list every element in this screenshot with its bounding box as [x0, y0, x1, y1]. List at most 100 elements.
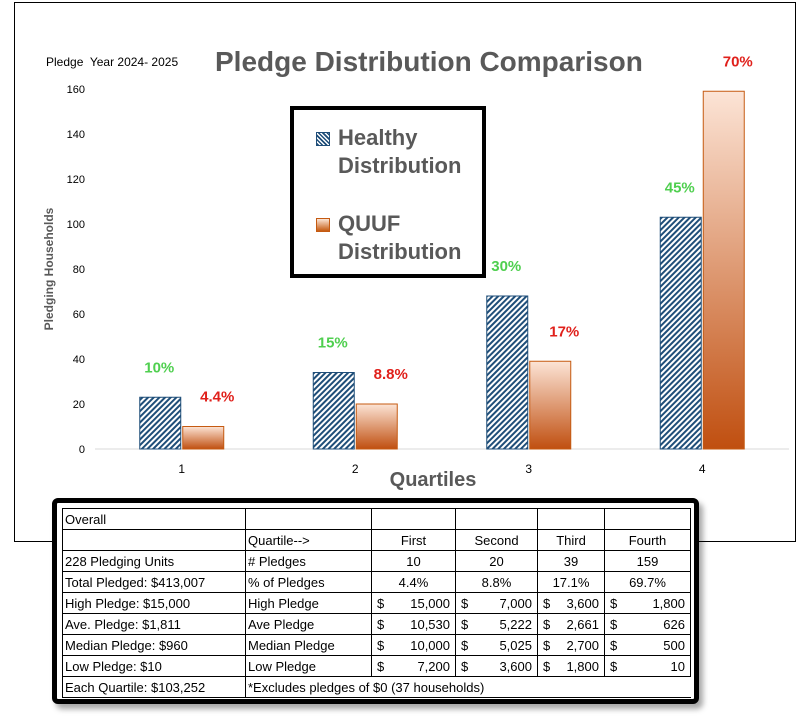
y-tick-label-4: 80	[73, 264, 85, 276]
header-cell-5	[604, 508, 691, 530]
metric-label-cell: High Pledge	[245, 592, 372, 614]
legend-label-quuf: QUUF Distribution	[338, 211, 462, 264]
chart-frame: 0 20 40 60 80 100 120 140 160 Pledging Households…	[14, 2, 796, 542]
currency-symbol: $	[377, 595, 385, 611]
money-cell-3: $1,800	[604, 592, 691, 614]
quartile-header-cell-4: Third	[537, 529, 605, 551]
quartile-header-cell-0	[62, 529, 246, 551]
value-cell-1: 20	[455, 550, 538, 572]
legend-item-quuf: QUUF Distribution	[316, 210, 478, 266]
table-footer-row: Each Quartile: $103,252 *Excludes pledges…	[62, 676, 691, 698]
money-value: 3,600	[499, 658, 532, 674]
header-cell-1	[245, 508, 372, 530]
money-cell-3: $626	[604, 613, 691, 635]
money-cell-2: $3,600	[537, 592, 605, 614]
quartile-header-cell-3: Second	[455, 529, 538, 551]
y-tick-label-3: 60	[73, 309, 85, 321]
legend-item-healthy: Healthy Distribution	[316, 124, 478, 180]
money-cell-0: $7,200	[371, 655, 456, 677]
data-label-series0-cat0: 10%	[144, 359, 174, 376]
y-tick-label-7: 140	[67, 129, 85, 141]
data-label-series1-cat1: 8.8%	[374, 366, 408, 383]
y-tick-label-6: 120	[67, 174, 85, 186]
money-value: 5,222	[499, 616, 532, 632]
metric-label-cell: Low Pledge	[245, 655, 372, 677]
bar-series1-cat1	[355, 403, 398, 450]
chart-title: Pledge Distribution Comparison	[215, 46, 643, 77]
currency-symbol: $	[377, 658, 385, 674]
value-cell-0: 10	[371, 550, 456, 572]
value-cell-3: 69.7%	[604, 571, 691, 593]
money-value: 10,530	[410, 616, 450, 632]
data-label-series0-cat2: 30%	[491, 258, 521, 275]
quartile-header-cell-2: First	[371, 529, 456, 551]
money-value: 7,200	[417, 658, 450, 674]
currency-symbol: $	[377, 616, 385, 632]
y-tick-label-8: 160	[67, 84, 85, 96]
value-cell-3: 159	[604, 550, 691, 572]
money-value: 15,000	[410, 595, 450, 611]
overall-stat-cell: Low Pledge: $10	[62, 655, 246, 677]
overall-stat-cell: 228 Pledging Units	[62, 550, 246, 572]
currency-symbol: $	[461, 595, 469, 611]
money-value: 5,025	[499, 637, 532, 653]
money-value: 500	[663, 637, 685, 653]
money-cell-2: $2,661	[537, 613, 605, 635]
money-cell-1: $5,025	[455, 634, 538, 656]
overall-stat-cell: Ave. Pledge: $1,811	[62, 613, 246, 635]
currency-symbol: $	[377, 637, 385, 653]
money-cell-0: $10,000	[371, 634, 456, 656]
bar-series0-cat0	[139, 396, 182, 450]
money-cell-0: $15,000	[371, 592, 456, 614]
quartile-header-cell-5: Fourth	[604, 529, 691, 551]
value-cell-2: 39	[537, 550, 605, 572]
table-header-row: Overall	[62, 508, 691, 530]
y-tick-label-0: 0	[79, 444, 85, 456]
money-value: 1,800	[652, 595, 685, 611]
currency-symbol: $	[543, 637, 551, 653]
table-row: Low Pledge: $10 Low Pledge $7,200 $3,600 $1,…	[62, 655, 691, 677]
currency-symbol: $	[543, 658, 551, 674]
currency-symbol: $	[461, 637, 469, 653]
money-cell-3: $500	[604, 634, 691, 656]
data-label-series0-cat1: 15%	[318, 335, 348, 352]
currency-symbol: $	[461, 616, 469, 632]
money-cell-3: $10	[604, 655, 691, 677]
legend: Healthy Distribution QUUF Distribution	[290, 106, 486, 278]
x-tick-label-0: 1	[178, 462, 185, 476]
money-value: 10,000	[410, 637, 450, 653]
y-axis-title: Pledging Households	[42, 207, 56, 330]
table-row: Median Pledge: $960 Median Pledge $10,000 $…	[62, 634, 691, 656]
bar-series0-cat2	[486, 295, 529, 450]
x-axis-title: Quartiles	[390, 469, 477, 491]
pledge-year-label: Pledge Year 2024- 2025	[46, 55, 179, 69]
table-row: High Pledge: $15,000 High Pledge $15,000 $7…	[62, 592, 691, 614]
money-value: 2,700	[566, 637, 599, 653]
currency-symbol: $	[461, 658, 469, 674]
footnote-cell: *Excludes pledges of $0 (37 households)	[245, 676, 691, 698]
money-value: 10	[670, 658, 685, 674]
table-row: Ave. Pledge: $1,811 Ave Pledge $10,530 $5,2…	[62, 613, 691, 635]
bar-series1-cat3	[702, 90, 745, 450]
each-quartile-cell: Each Quartile: $103,252	[62, 676, 246, 698]
y-tick-label-5: 100	[67, 219, 85, 231]
currency-symbol: $	[543, 595, 551, 611]
currency-symbol: $	[610, 616, 618, 632]
bar-series1-cat0	[182, 426, 225, 450]
legend-swatch-healthy	[316, 132, 330, 146]
bar-chart: 0 20 40 60 80 100 120 140 160 Pledging Households…	[42, 53, 789, 491]
money-cell-1: $3,600	[455, 655, 538, 677]
money-cell-1: $5,222	[455, 613, 538, 635]
y-tick-label-1: 20	[73, 399, 85, 411]
overall-stat-cell: Total Pledged: $413,007	[62, 571, 246, 593]
header-cell-0: Overall	[62, 508, 246, 530]
metric-label-cell: % of Pledges	[245, 571, 372, 593]
table-row: 228 Pledging Units # Pledges 10 20 39 159	[62, 550, 691, 572]
currency-symbol: $	[610, 595, 618, 611]
value-cell-1: 8.8%	[455, 571, 538, 593]
money-cell-2: $1,800	[537, 655, 605, 677]
metric-label-cell: Ave Pledge	[245, 613, 372, 635]
money-value: 3,600	[566, 595, 599, 611]
data-label-series1-cat0: 4.4%	[200, 389, 234, 406]
quartile-header-row: Quartile--> First Second Third Fourth	[62, 529, 691, 551]
